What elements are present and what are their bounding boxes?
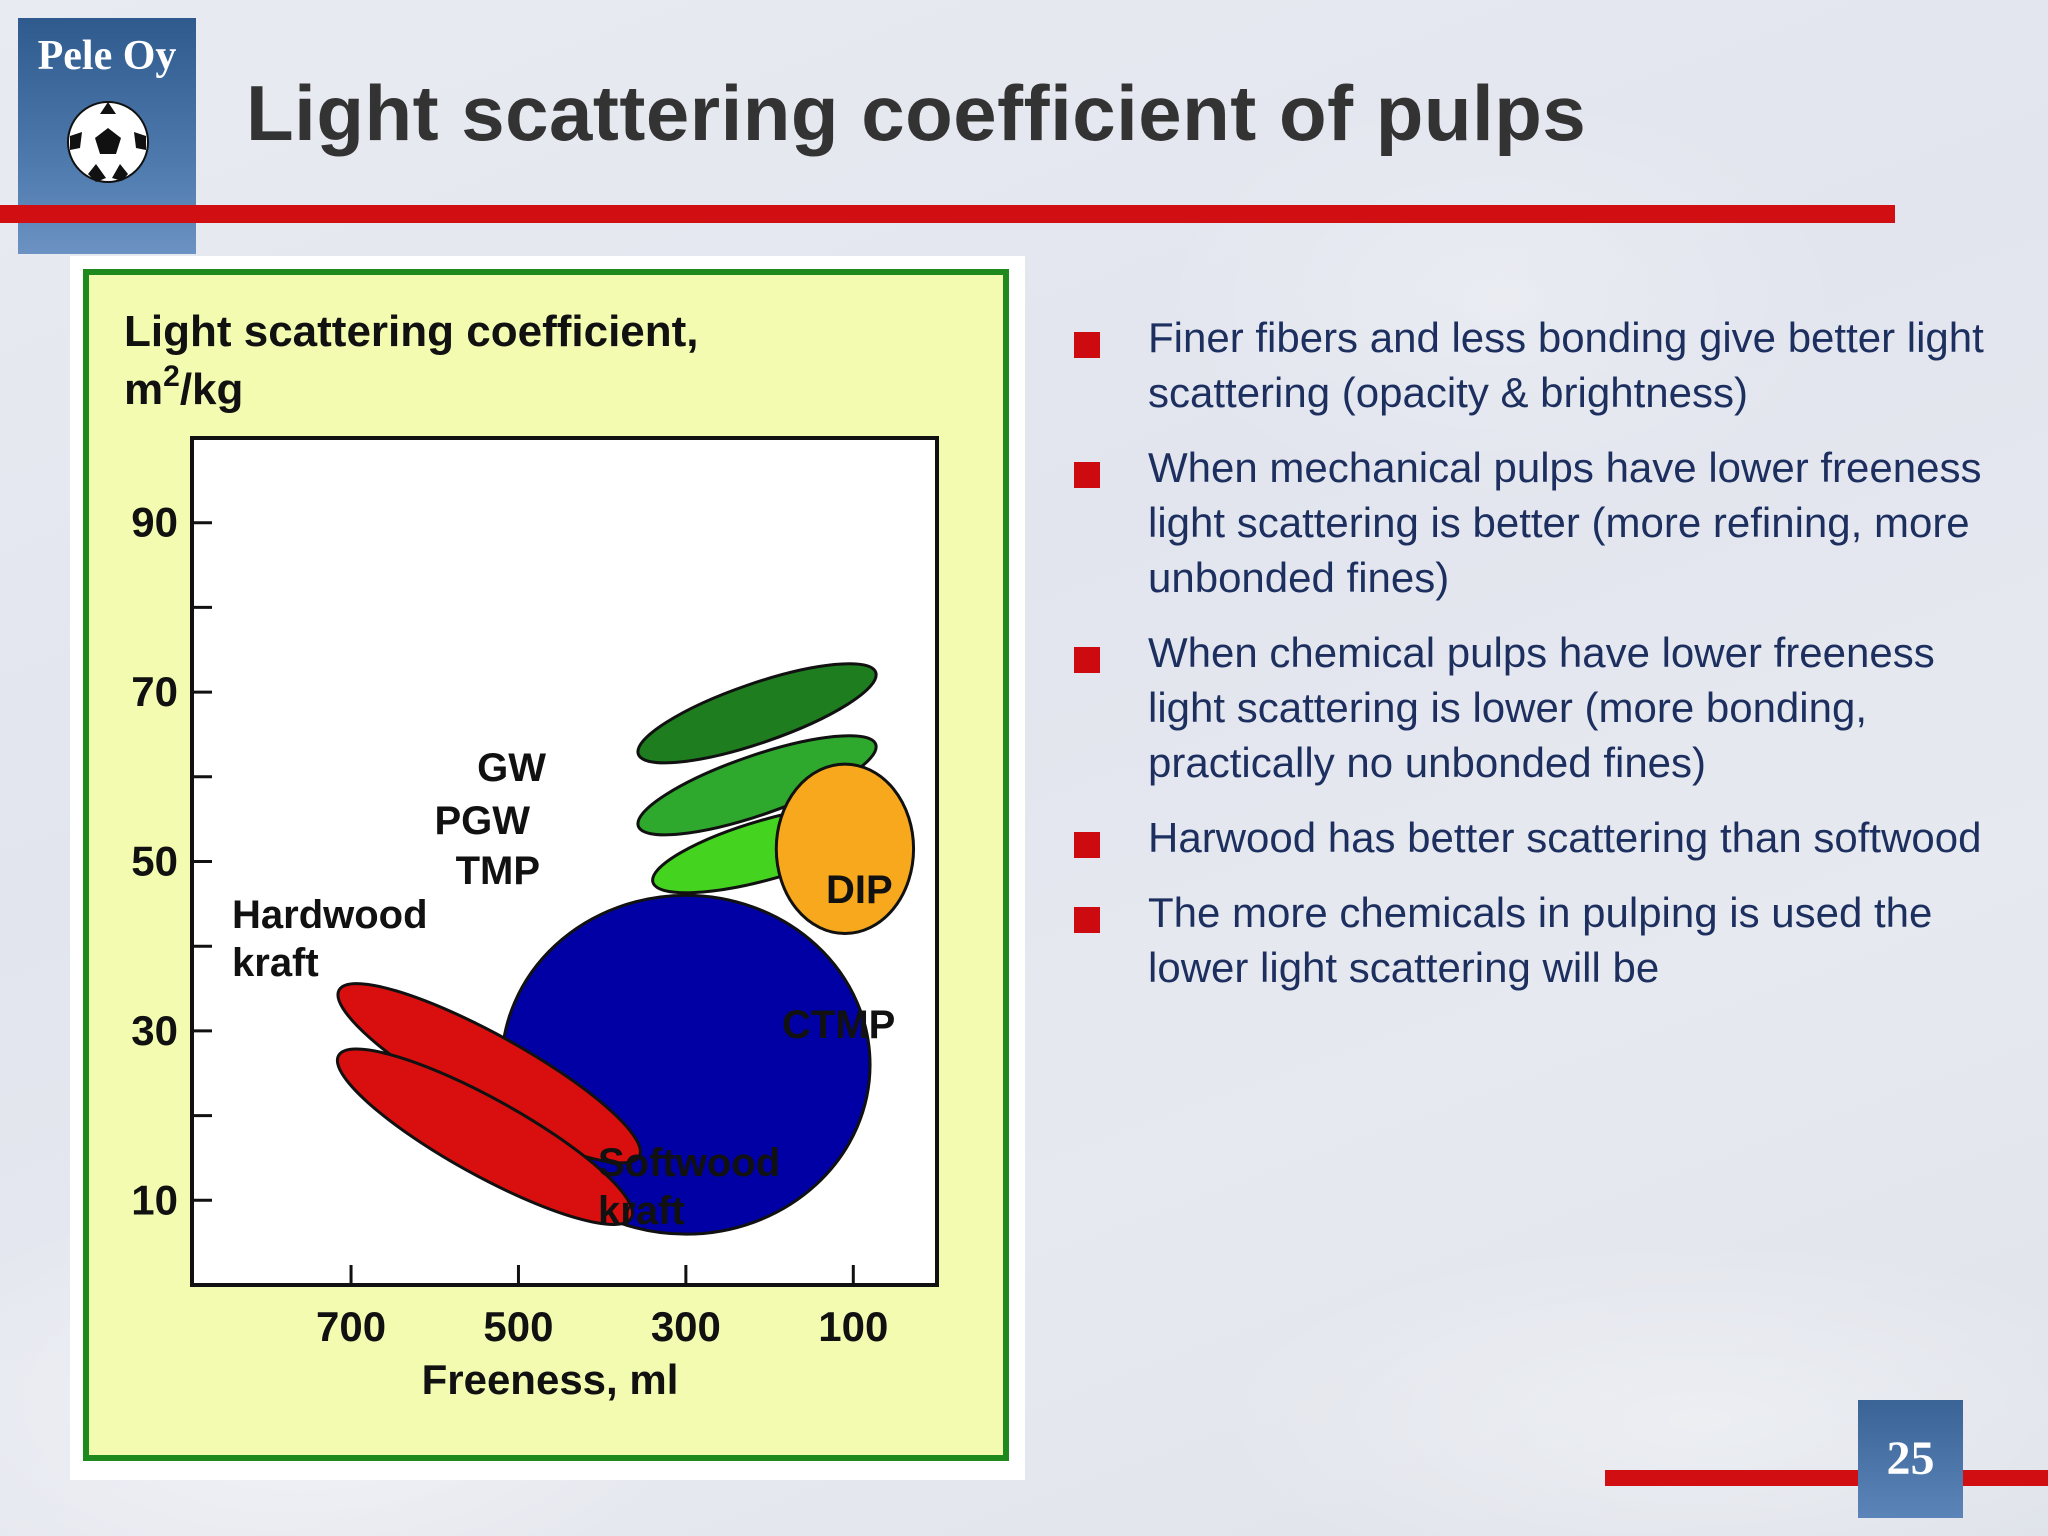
pulp-regions: [335, 662, 916, 1236]
label-hardwood: Hardwood: [232, 893, 428, 937]
chart-panel: Light scattering coefficient, m2/kg 90 70…: [70, 256, 1025, 1480]
y-tick-label: 10: [131, 1176, 178, 1223]
label-softwood: Softwood: [598, 1141, 780, 1185]
footer-divider: [1605, 1470, 2048, 1486]
bullet-square-icon: [1074, 907, 1100, 933]
bullet-text: When chemical pulps have lower freeness …: [1148, 629, 1935, 786]
bullet-item: When mechanical pulps have lower freenes…: [1070, 440, 2010, 605]
bullet-square-icon: [1074, 332, 1100, 358]
bullet-item: Finer fibers and less bonding give bette…: [1070, 310, 2010, 420]
bullet-item: The more chemicals in pulping is used th…: [1070, 885, 2010, 995]
title-divider: [0, 205, 1895, 223]
label-tmp: TMP: [456, 849, 540, 893]
slide-title: Light scattering coefficient of pulps: [246, 69, 1587, 157]
bullet-square-icon: [1074, 647, 1100, 673]
logo-text: Pele Oy: [37, 33, 177, 79]
x-axis-ticks: 700 500 300 100: [316, 1265, 888, 1350]
x-tick-label: 700: [316, 1303, 386, 1350]
bullet-item: Harwood has better scattering than softw…: [1070, 810, 2010, 865]
region-softwood-kraft: [335, 1047, 635, 1227]
soccer-ball-icon: [67, 101, 149, 183]
chart-unit: m2/kg: [124, 360, 243, 414]
bullet-text: Finer fibers and less bonding give bette…: [1148, 314, 1984, 416]
label-gw: GW: [477, 746, 546, 790]
y-tick-label: 30: [131, 1007, 178, 1054]
x-tick-label: 300: [651, 1303, 721, 1350]
y-tick-label: 90: [131, 499, 178, 546]
x-tick-label: 100: [818, 1303, 888, 1350]
label-softwood-kraft: kraft: [598, 1189, 685, 1233]
region-gw: [636, 662, 878, 765]
page-number: 25: [1858, 1400, 1963, 1518]
region-pgw: [636, 734, 878, 837]
light-scattering-chart: Light scattering coefficient, m2/kg 90 70…: [83, 269, 1009, 1461]
x-axis-label: Freeness, ml: [422, 1356, 679, 1403]
y-tick-label: 70: [131, 668, 178, 715]
bullet-text: Harwood has better scattering than softw…: [1148, 814, 1982, 861]
label-dip: DIP: [826, 868, 893, 912]
chart-title: Light scattering coefficient,: [124, 307, 699, 356]
y-axis-ticks: 90 70 50 30 10: [131, 499, 212, 1223]
bullet-text: When mechanical pulps have lower freenes…: [1148, 444, 1982, 601]
x-tick-label: 500: [483, 1303, 553, 1350]
label-ctmp: CTMP: [782, 1003, 895, 1047]
bullet-item: When chemical pulps have lower freeness …: [1070, 625, 2010, 790]
y-tick-label: 50: [131, 838, 178, 885]
bullet-square-icon: [1074, 832, 1100, 858]
bullet-list: Finer fibers and less bonding give bette…: [1070, 310, 2010, 1015]
region-dip: [774, 762, 916, 935]
label-hardwood-kraft: kraft: [232, 941, 319, 985]
label-pgw: PGW: [434, 799, 530, 843]
bullet-square-icon: [1074, 462, 1100, 488]
bullet-text: The more chemicals in pulping is used th…: [1148, 889, 1933, 991]
